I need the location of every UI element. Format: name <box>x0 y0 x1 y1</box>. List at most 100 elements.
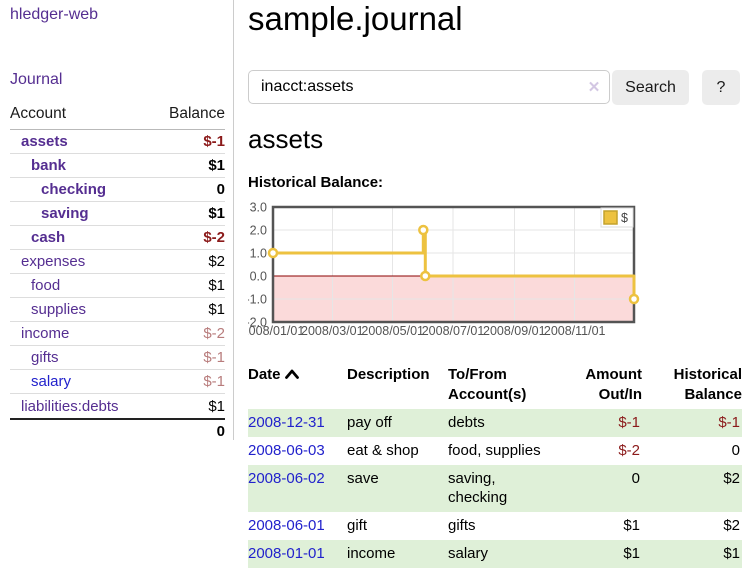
transaction-accounts: food, supplies <box>448 442 541 459</box>
svg-text:2008/09/01: 2008/09/01 <box>483 324 546 338</box>
column-header-date[interactable]: Date <box>248 363 347 409</box>
transaction-balance: $2 <box>723 517 740 534</box>
account-heading: assets <box>248 124 324 154</box>
account-row: checking 0 <box>10 178 225 202</box>
transaction-row: 2008-06-03 eat & shop food, supplies $-2 0 <box>248 437 742 465</box>
transaction-row: 2008-06-02 save saving, checking 0 $2 <box>248 465 742 512</box>
total-balance: 0 <box>216 422 225 440</box>
account-row: supplies $1 <box>10 298 225 322</box>
transaction-amount: $-1 <box>618 414 640 431</box>
data-point <box>418 224 429 236</box>
transaction-balance: $-1 <box>718 414 740 431</box>
svg-text:2.0: 2.0 <box>250 224 267 238</box>
sort-ascending-icon <box>284 365 299 385</box>
account-balance: $1 <box>208 277 225 294</box>
account-balance: $-2 <box>203 229 225 246</box>
page-title: sample.journal <box>248 0 463 37</box>
search-button[interactable]: Search <box>612 70 689 105</box>
account-row: gifts $-1 <box>10 346 225 370</box>
column-header-description[interactable]: Description <box>347 366 430 383</box>
account-link[interactable]: food <box>31 277 61 294</box>
date-header-label: Date <box>248 366 281 383</box>
legend-swatch-icon <box>603 210 618 225</box>
transaction-amount: $-2 <box>618 442 640 459</box>
account-column-header: Account <box>10 105 67 122</box>
account-link[interactable]: checking <box>41 181 107 198</box>
account-link[interactable]: bank <box>31 157 67 174</box>
svg-text:2008/01/01: 2008/01/01 <box>248 324 304 338</box>
svg-text:0.0: 0.0 <box>250 270 267 284</box>
transaction-date-link[interactable]: 2008-01-01 <box>248 545 325 562</box>
transaction-balance: 0 <box>731 442 740 459</box>
transaction-amount: $1 <box>623 545 640 562</box>
account-link[interactable]: salary <box>31 373 72 390</box>
data-point <box>267 247 279 259</box>
transaction-row: 2008-06-01 gift gifts $1 $2 <box>248 512 742 540</box>
column-header-accounts[interactable]: To/From Account(s) <box>448 366 527 403</box>
account-link[interactable]: liabilities:debts <box>21 397 119 415</box>
help-button[interactable]: ? <box>702 70 740 105</box>
account-balance: $-1 <box>203 349 225 366</box>
transaction-balance: $2 <box>723 470 740 487</box>
account-link[interactable]: supplies <box>31 301 87 318</box>
register-table: Date Description To/From Account(s) Amou… <box>248 363 742 568</box>
transaction-accounts: gifts <box>448 517 476 534</box>
historical-balance-chart: 3.0 2.0 1.0 0.0 -1.0 -2.02008/01/012008/03/01… <box>242 200 742 340</box>
search-input[interactable] <box>248 70 610 104</box>
total-balance-row: 0 <box>10 418 225 442</box>
transaction-date-link[interactable]: 2008-06-02 <box>248 470 325 487</box>
svg-text:2008/11/01: 2008/11/01 <box>544 324 606 338</box>
data-point <box>420 270 431 282</box>
transaction-accounts: salary <box>448 545 489 562</box>
account-link[interactable]: gifts <box>31 349 59 366</box>
account-row: food $1 <box>10 274 225 298</box>
legend-label: $ <box>621 211 628 225</box>
sidebar-divider <box>233 0 234 440</box>
account-balance: $2 <box>208 253 225 270</box>
account-balance: $-1 <box>203 133 225 150</box>
account-row: assets $-1 <box>10 130 225 154</box>
plot-border <box>271 205 636 324</box>
account-row: income $-2 <box>10 322 225 346</box>
account-row: salary $-1 <box>10 370 225 394</box>
account-link[interactable]: saving <box>41 205 89 222</box>
transaction-row: 2008-12-31 pay off debts $-1 $-1 <box>248 409 742 437</box>
svg-text:2008/05/01: 2008/05/01 <box>361 324 424 338</box>
chart-title: Historical Balance: <box>248 174 384 191</box>
account-balance: 0 <box>216 181 225 198</box>
column-header-amount[interactable]: Amount Out/In <box>585 366 642 403</box>
account-balance: $1 <box>208 397 225 415</box>
account-row: cash $-2 <box>10 226 225 250</box>
transaction-date-link[interactable]: 2008-06-03 <box>248 442 325 459</box>
account-balance: $-1 <box>203 373 225 390</box>
account-balance-table: Account Balance assets $-1 bank $1 checking 0… <box>10 100 225 442</box>
svg-text:-1.0: -1.0 <box>248 293 267 307</box>
transaction-date-link[interactable]: 2008-06-01 <box>248 517 325 534</box>
account-row: saving $1 <box>10 202 225 226</box>
data-point <box>628 293 640 305</box>
register-header-row: Date Description To/From Account(s) Amou… <box>248 363 742 409</box>
transaction-amount: $1 <box>623 517 640 534</box>
transaction-date-link[interactable]: 2008-12-31 <box>248 414 325 431</box>
transaction-accounts: saving, checking <box>448 470 508 506</box>
clear-search-icon[interactable]: ✕ <box>587 79 601 96</box>
sidebar-item-journal[interactable]: Journal <box>10 71 63 88</box>
svg-text:3.0: 3.0 <box>250 201 267 215</box>
account-link[interactable]: cash <box>31 229 66 246</box>
brand-link[interactable]: hledger-web <box>10 6 99 23</box>
search-form: ✕ Search ? <box>248 70 742 105</box>
transaction-description: income <box>347 545 396 562</box>
account-row: bank $1 <box>10 154 225 178</box>
account-balance: $-2 <box>203 325 225 342</box>
account-row: liabilities:debts $1 <box>10 394 225 418</box>
main-content: sample.journal ✕ Search ? assets Histori… <box>242 0 742 582</box>
transaction-accounts: debts <box>448 414 485 431</box>
account-balance: $1 <box>208 157 225 174</box>
account-link[interactable]: assets <box>21 133 68 150</box>
svg-text:1.0: 1.0 <box>250 247 267 261</box>
svg-text:2008/07/01: 2008/07/01 <box>422 324 485 338</box>
account-link[interactable]: expenses <box>21 253 86 270</box>
column-header-balance[interactable]: Historical Balance <box>673 366 742 403</box>
svg-text:-2.0: -2.0 <box>248 316 267 330</box>
account-link[interactable]: income <box>21 325 70 342</box>
